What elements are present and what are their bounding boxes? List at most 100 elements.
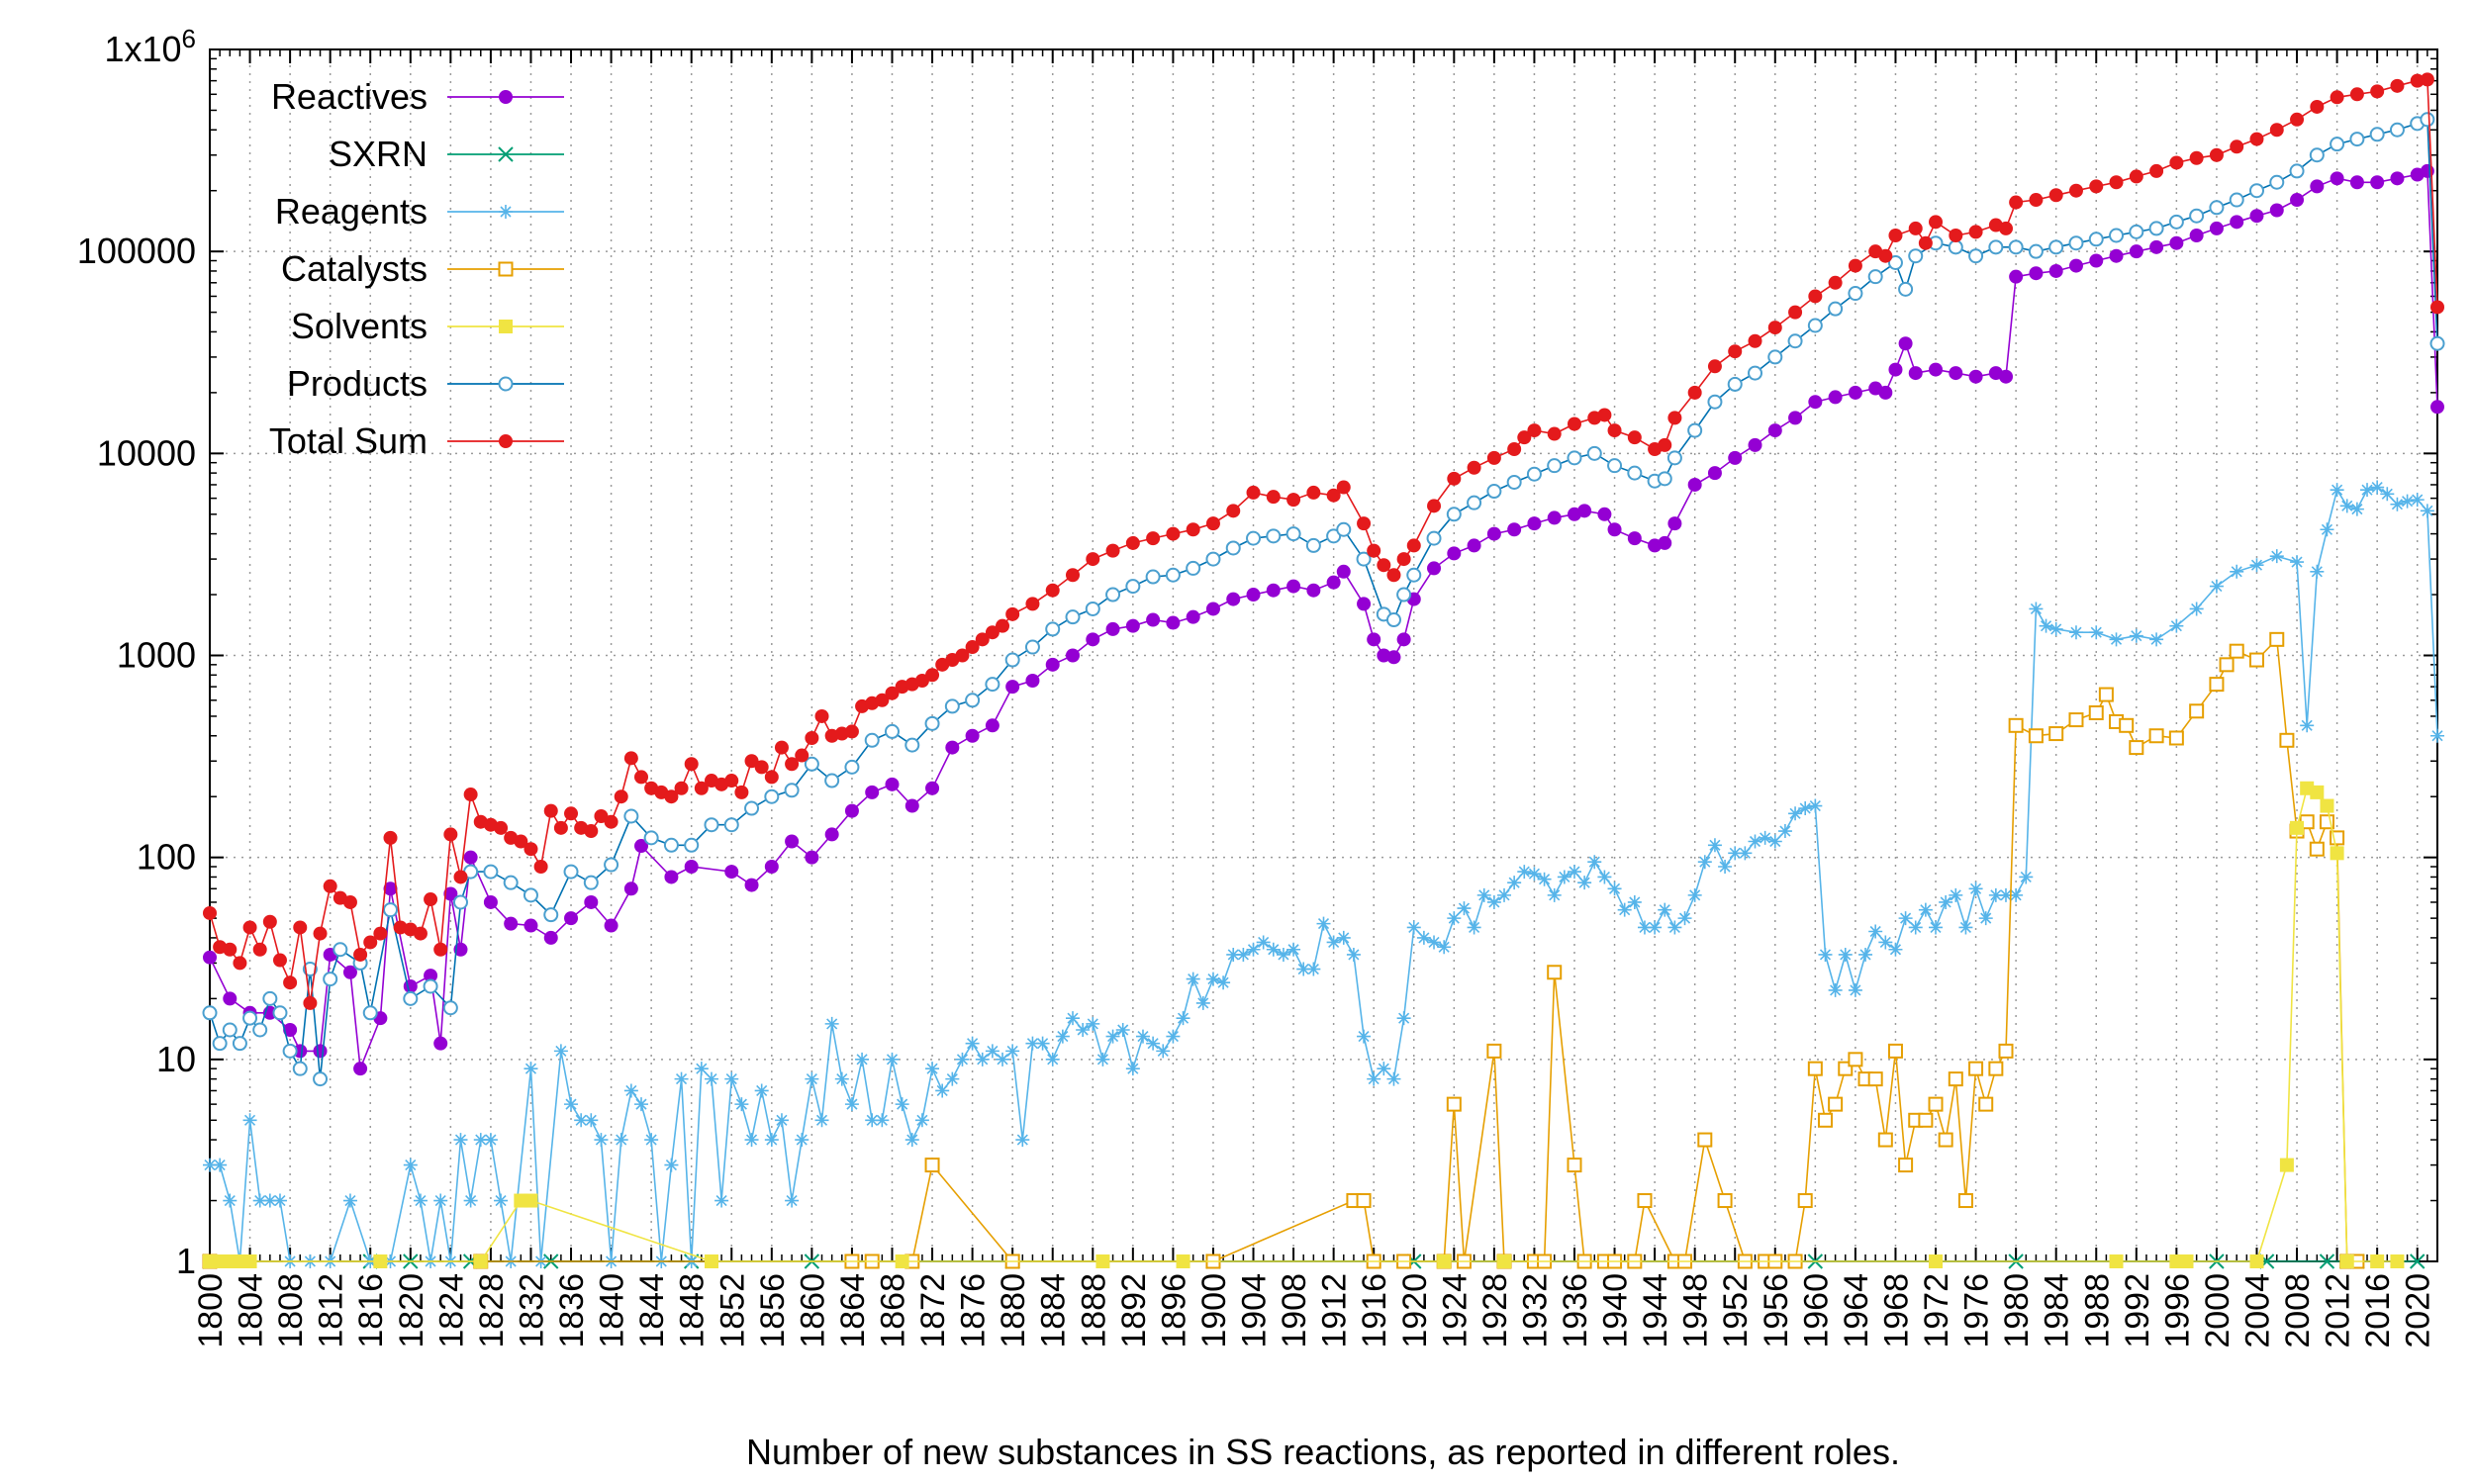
data-point-reagents (774, 1113, 789, 1128)
data-point-reactives (1968, 369, 1983, 384)
data-point-products (1586, 445, 1602, 461)
data-point-reactives (1336, 564, 1351, 579)
data-point-total-sum (975, 632, 990, 647)
data-point-products (1165, 567, 1181, 583)
x-tick-label: 1896 (1155, 1273, 1192, 1348)
data-point-sxrn (2410, 1253, 2426, 1269)
data-point-total-sum (463, 788, 478, 802)
data-point-catalysts (1807, 1061, 1823, 1076)
data-point-reagents (1156, 1044, 1171, 1059)
data-point-reagents (1186, 972, 1200, 986)
data-point-reactives (1658, 535, 1672, 550)
data-point-total-sum (2249, 132, 2264, 146)
data-point-reagents (1246, 942, 1261, 957)
x-tick-label: 1928 (1476, 1273, 1514, 1348)
x-tick-label: 1944 (1637, 1273, 1674, 1348)
data-point-total-sum (1246, 485, 1261, 500)
legend-item-catalysts: Catalysts (281, 248, 564, 289)
data-point-total-sum (523, 842, 538, 857)
data-point-total-sum (1306, 485, 1321, 500)
data-point-reactives (1949, 366, 1963, 381)
data-point-reagents (704, 1071, 718, 1086)
data-point-reagents (1868, 924, 1883, 939)
data-point-reactives (1998, 369, 2013, 384)
data-point-products (1396, 587, 1412, 603)
data-point-total-sum (2068, 183, 2083, 198)
data-point-reagents (1476, 887, 1491, 902)
x-tick-label: 1908 (1276, 1273, 1313, 1348)
data-point-reagents (1216, 975, 1231, 990)
data-point-reactives (1246, 588, 1261, 603)
x-tick-label: 1892 (1115, 1273, 1153, 1348)
data-point-total-sum (1527, 423, 1542, 438)
data-point-products (1205, 551, 1221, 567)
data-point-catalysts (2068, 712, 2084, 728)
data-point-reagents (1336, 930, 1351, 945)
data-point-products (864, 732, 880, 748)
data-point-reactives (1808, 395, 1823, 410)
data-point-total-sum (363, 935, 378, 950)
legend-label: SXRN (329, 134, 428, 174)
x-tick-label: 1864 (834, 1273, 872, 1348)
data-point-reagents (1547, 887, 1562, 902)
data-point-products (2068, 235, 2084, 251)
grid-lines (209, 48, 2437, 1262)
data-point-total-sum (1517, 430, 1532, 445)
data-point-catalysts (1567, 1158, 1582, 1173)
x-tick-label: 1820 (393, 1273, 430, 1348)
data-point-reactives (342, 965, 357, 979)
data-point-total-sum (744, 754, 759, 769)
data-point-catalysts (2008, 717, 2024, 733)
data-point-reagents (1266, 942, 1281, 957)
data-point-total-sum (734, 785, 749, 799)
data-point-products (1285, 526, 1301, 542)
data-point-total-sum (252, 942, 267, 957)
data-point-catalysts (1547, 965, 1563, 980)
data-point-reagents (1055, 1029, 1070, 1044)
data-point-products (333, 942, 348, 958)
x-tick-label: 2016 (2359, 1273, 2397, 1348)
data-point-reagents (734, 1097, 749, 1112)
data-point-reagents (1808, 798, 1823, 813)
data-point-reagents (1357, 1029, 1372, 1044)
series-line-products (209, 118, 2438, 1079)
data-point-reagents (2420, 504, 2434, 518)
data-point-reagents (584, 1113, 599, 1128)
data-point-reagents (1667, 920, 1682, 935)
data-point-reagents (1135, 1029, 1150, 1044)
data-point-total-sum (223, 942, 238, 957)
data-point-products (1004, 652, 1020, 668)
data-point-products (1707, 394, 1723, 410)
data-point-catalysts (1446, 1096, 1462, 1112)
data-point-reagents (805, 1071, 819, 1086)
data-point-products (1748, 365, 1763, 381)
data-point-reactives (2129, 244, 2143, 259)
data-point-total-sum (2129, 169, 2143, 184)
data-point-total-sum (293, 920, 308, 935)
x-tick-label: 1872 (914, 1273, 952, 1348)
x-tick-label: 1804 (233, 1273, 270, 1348)
data-point-reagents (2300, 718, 2315, 733)
x-tick-label: 1816 (352, 1273, 390, 1348)
data-point-reagents (1086, 1016, 1100, 1031)
y-tick-label: 10000 (97, 432, 196, 473)
data-point-products (1848, 286, 1863, 302)
data-point-catalysts (2219, 657, 2235, 673)
data-point-total-sum (1386, 568, 1401, 583)
data-point-total-sum (674, 781, 689, 795)
data-point-products (292, 1061, 308, 1076)
data-point-reactives (1326, 575, 1341, 590)
data-point-products (1767, 349, 1783, 365)
data-point-reagents (945, 1071, 960, 1086)
data-point-solvents (2249, 1254, 2264, 1268)
x-tick-label: 1980 (1998, 1273, 2036, 1348)
data-point-products (643, 830, 659, 846)
data-point-total-sum (774, 740, 789, 755)
data-point-products (1406, 567, 1422, 583)
data-point-products (1968, 248, 1984, 264)
data-point-total-sum (1286, 493, 1301, 508)
data-point-reactives (785, 834, 800, 849)
data-point-catalysts (1988, 1061, 2004, 1076)
data-point-total-sum (1667, 411, 1682, 425)
data-point-products (1024, 639, 1040, 655)
